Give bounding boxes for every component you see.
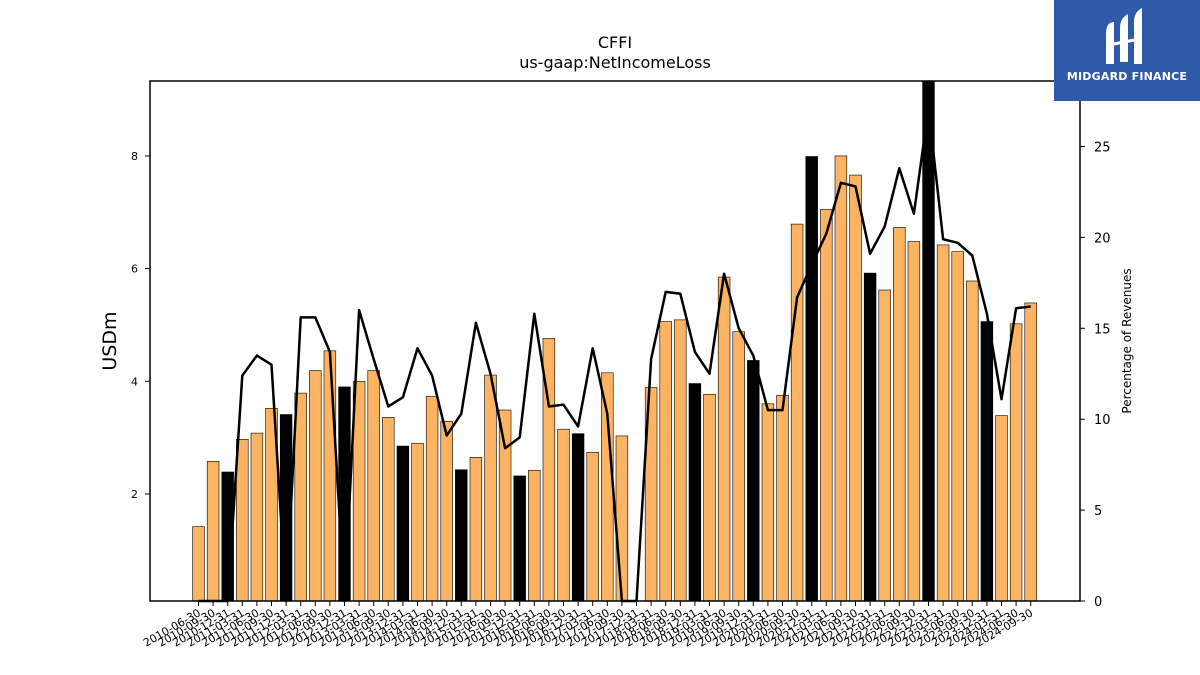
plot-frame xyxy=(149,80,1081,602)
bar-2021-09-30 xyxy=(849,174,862,602)
y-tick-label: 6 xyxy=(131,263,138,276)
bar-2017-06-30 xyxy=(601,372,614,602)
bar-2015-09-30 xyxy=(498,409,512,602)
bar-2024-09-30 xyxy=(1024,302,1037,602)
bar-2018-12-31 xyxy=(688,383,702,602)
y2-tick-label: 20 xyxy=(1094,231,1111,246)
bar-2020-09-30 xyxy=(790,223,804,602)
bar-2012-06-30 xyxy=(309,370,322,602)
y2-tick-label: 10 xyxy=(1094,413,1111,428)
bar-2017-03-31 xyxy=(586,451,599,602)
bar-2023-12-31 xyxy=(980,321,994,602)
bar-2015-06-30 xyxy=(484,374,497,602)
y-tick-label: 4 xyxy=(131,375,138,388)
chart-title: CFFI xyxy=(598,33,632,52)
midgard-logo-icon xyxy=(1106,8,1142,64)
bar-2019-03-31 xyxy=(703,393,716,602)
bar-2012-03-31 xyxy=(294,392,307,602)
bar-2014-03-31 xyxy=(411,442,424,602)
line-group xyxy=(198,107,1031,603)
y2-tick-label: 15 xyxy=(1094,322,1111,337)
bar-2018-06-30 xyxy=(659,321,672,602)
bar-2017-09-30 xyxy=(615,435,629,602)
y2-tick-label: 25 xyxy=(1094,140,1111,155)
bar-2021-03-31 xyxy=(820,209,833,602)
bar-2023-09-30 xyxy=(966,280,979,602)
bar-2024-03-31 xyxy=(995,415,1008,602)
y2-tick-label: 5 xyxy=(1094,504,1102,519)
bar-2013-09-30 xyxy=(382,417,395,602)
bar-2020-06-30 xyxy=(776,395,789,602)
bar-2011-06-30 xyxy=(250,432,264,602)
bar-2012-09-30 xyxy=(323,350,337,602)
percentage-line xyxy=(198,107,1031,603)
bar-2013-12-31 xyxy=(396,445,410,602)
bar-2022-12-31 xyxy=(922,80,935,602)
y2-axis-ticks: 0 5 10 15 20 25 xyxy=(1080,140,1111,610)
bar-2014-12-31 xyxy=(455,469,468,602)
bar-2019-12-31 xyxy=(747,360,760,602)
bar-group xyxy=(192,80,1037,602)
bar-2024-06-30 xyxy=(1009,323,1023,602)
brand-logo: MIDGARD FINANCE xyxy=(1054,0,1200,101)
bar-2016-12-31 xyxy=(571,433,585,602)
bar-2014-09-30 xyxy=(440,420,453,602)
bar-2018-09-30 xyxy=(674,319,687,602)
y-axis-ticks: 2 4 6 8 xyxy=(131,150,150,501)
bar-2022-03-31 xyxy=(878,289,891,602)
bar-2021-06-30 xyxy=(834,155,848,602)
y-tick-label: 2 xyxy=(131,488,138,501)
bar-2019-09-30 xyxy=(732,331,745,602)
bar-2016-09-30 xyxy=(557,428,570,602)
bar-2015-03-31 xyxy=(469,457,483,602)
bar-2013-06-30 xyxy=(367,370,380,602)
y-axis-label: USDm xyxy=(99,311,121,370)
bar-2019-06-30 xyxy=(717,276,731,602)
y2-tick-label: 0 xyxy=(1094,595,1102,610)
bar-2010-09-30 xyxy=(206,460,220,602)
brand-name: MIDGARD FINANCE xyxy=(1066,70,1188,83)
bar-2014-06-30 xyxy=(425,396,439,602)
bar-2016-03-31 xyxy=(528,469,541,602)
bar-2022-09-30 xyxy=(907,241,921,602)
y2-axis-label: Percentage of Revenues xyxy=(1120,268,1134,413)
x-axis-ticks: 2010-06-302010-09-302010-12-312011-03-31… xyxy=(141,601,1035,650)
bar-2020-12-31 xyxy=(805,156,818,602)
bar-2023-03-31 xyxy=(936,244,950,602)
bar-2020-03-31 xyxy=(761,403,775,602)
bar-2011-03-31 xyxy=(236,439,249,602)
bar-2021-12-31 xyxy=(863,272,877,602)
bar-2022-06-30 xyxy=(893,227,906,602)
y-tick-label: 8 xyxy=(131,150,138,163)
bar-2023-06-30 xyxy=(951,251,964,602)
bar-2015-12-31 xyxy=(513,475,526,602)
bar-2010-06-30 xyxy=(192,526,205,602)
chart-subtitle: us-gaap:NetIncomeLoss xyxy=(519,53,711,72)
